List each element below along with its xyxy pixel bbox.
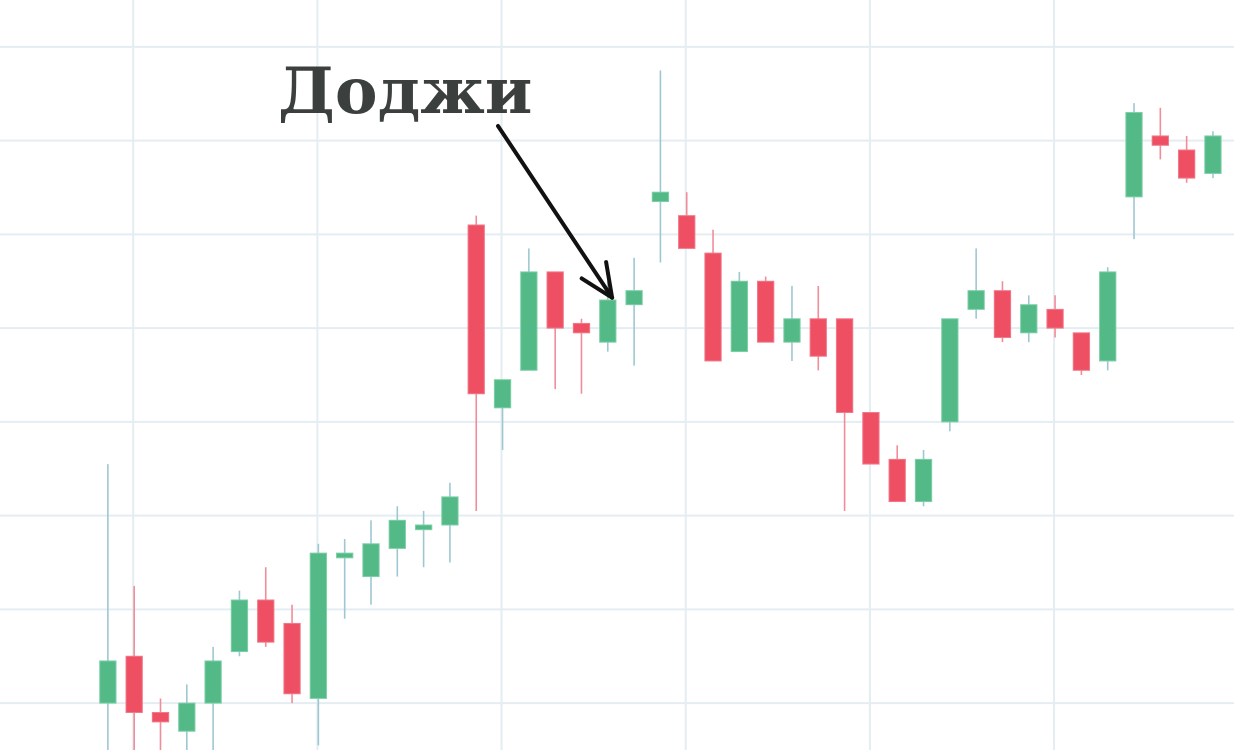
candle-bearish [257, 567, 275, 647]
candle-bullish [178, 684, 196, 750]
candle-body [572, 322, 591, 334]
candle-body [651, 191, 670, 203]
candle-body [941, 318, 959, 423]
candle-body [757, 280, 775, 343]
candle-body [967, 290, 985, 310]
candle-body [283, 622, 301, 695]
candle-bullish [520, 248, 538, 371]
candle-body [704, 252, 722, 362]
candle-bearish [572, 318, 591, 394]
candle-bearish [835, 318, 854, 511]
candle-body [993, 290, 1012, 338]
candle-body [125, 655, 143, 713]
candle-body [441, 496, 459, 526]
candle-body [599, 299, 617, 343]
candle-bullish [1099, 267, 1117, 371]
candle-bearish [1177, 135, 1196, 183]
candle-body [835, 318, 854, 413]
candle-body [1151, 135, 1169, 146]
candle-body [336, 552, 354, 559]
candles-layer [99, 70, 1222, 750]
candle-body [257, 599, 275, 643]
candle-bullish [336, 539, 354, 619]
candle-bearish [546, 271, 564, 390]
candle-bearish [862, 412, 880, 465]
candle-bearish [704, 229, 722, 362]
candle-bearish [809, 285, 827, 371]
candle-body [914, 458, 933, 503]
candle-bearish [757, 276, 775, 343]
candle-body [1046, 308, 1064, 329]
candle-body [178, 702, 196, 732]
annotation-layer: Доджи [278, 54, 615, 300]
candle-body [388, 519, 406, 549]
candle-bullish [941, 318, 959, 432]
candle-body [730, 280, 749, 353]
candle-bullish [414, 510, 433, 568]
candle-body [678, 215, 696, 249]
candle-body [862, 412, 880, 465]
candle-body [1177, 149, 1196, 179]
candle-bullish [309, 543, 328, 746]
candle-body [1099, 271, 1117, 362]
annotation-label: Доджи [278, 54, 532, 129]
candle-body [362, 543, 380, 578]
candle-bearish [151, 698, 170, 750]
candle-bullish [967, 248, 985, 319]
candle-body [309, 552, 328, 699]
candle-bearish [888, 445, 906, 503]
candle-bullish [99, 464, 117, 750]
candle-body [546, 271, 564, 329]
candle-bullish [1204, 131, 1222, 179]
candle-bullish [783, 285, 801, 361]
candle-bullish [651, 70, 670, 263]
annotation-arrow-head [579, 260, 615, 300]
candle-bullish [441, 482, 459, 563]
candle-body [809, 318, 827, 357]
candle-bearish [993, 281, 1012, 343]
candle-body [151, 712, 170, 723]
candle-bullish [362, 520, 380, 605]
candle-body [1204, 135, 1222, 174]
candle-body [204, 660, 222, 704]
candle-bullish [1020, 295, 1038, 343]
candle-body [414, 524, 433, 531]
candle-body [467, 224, 485, 395]
candle-bearish [283, 604, 301, 704]
candle-bearish [1046, 295, 1064, 338]
annotation-arrow-shaft [496, 124, 615, 300]
candle-bullish [730, 271, 749, 353]
candle-bearish [125, 585, 143, 750]
candle-bullish [204, 646, 222, 750]
candle-bullish [230, 590, 249, 657]
candle-body [888, 458, 906, 503]
candle-bearish [1151, 107, 1169, 160]
candle-bearish [467, 215, 485, 511]
candle-bullish [1125, 103, 1143, 240]
candle-body [520, 271, 538, 371]
candle-bullish [493, 379, 512, 450]
candle-body [1125, 112, 1143, 198]
candle-bearish [1072, 332, 1091, 375]
candle-body [783, 318, 801, 343]
candle-body [99, 660, 117, 704]
candle-body [230, 599, 249, 653]
candle-body [625, 290, 643, 306]
candle-body [1072, 332, 1091, 371]
candle-body [493, 379, 512, 409]
candle-bullish [625, 257, 643, 366]
candle-bullish [388, 506, 406, 577]
candle-bearish [678, 192, 696, 249]
candle-body [1020, 304, 1038, 334]
candle-bullish [914, 450, 933, 507]
